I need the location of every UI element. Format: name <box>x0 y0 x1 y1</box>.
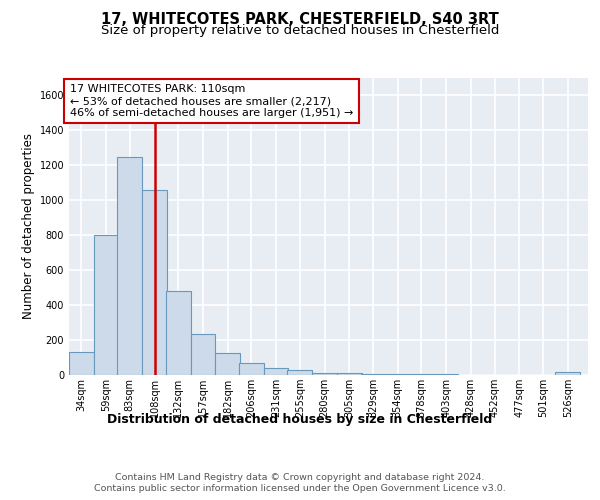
Bar <box>409 374 434 375</box>
Bar <box>142 190 167 375</box>
Text: Contains public sector information licensed under the Open Government Licence v3: Contains public sector information licen… <box>94 484 506 493</box>
Bar <box>312 372 337 375</box>
Y-axis label: Number of detached properties: Number of detached properties <box>22 133 35 320</box>
Bar <box>94 235 118 375</box>
Bar <box>361 374 385 375</box>
Text: Size of property relative to detached houses in Chesterfield: Size of property relative to detached ho… <box>101 24 499 37</box>
Bar <box>385 374 410 375</box>
Bar <box>434 374 458 375</box>
Bar <box>69 352 94 375</box>
Bar <box>337 373 362 375</box>
Bar <box>287 370 312 375</box>
Bar <box>556 372 580 375</box>
Bar <box>264 368 289 375</box>
Text: 17 WHITECOTES PARK: 110sqm
← 53% of detached houses are smaller (2,217)
46% of s: 17 WHITECOTES PARK: 110sqm ← 53% of deta… <box>70 84 353 117</box>
Bar <box>166 291 191 375</box>
Bar <box>239 363 264 375</box>
Text: Distribution of detached houses by size in Chesterfield: Distribution of detached houses by size … <box>107 412 493 426</box>
Bar <box>215 353 240 375</box>
Text: 17, WHITECOTES PARK, CHESTERFIELD, S40 3RT: 17, WHITECOTES PARK, CHESTERFIELD, S40 3… <box>101 12 499 28</box>
Text: Contains HM Land Registry data © Crown copyright and database right 2024.: Contains HM Land Registry data © Crown c… <box>115 472 485 482</box>
Bar <box>191 334 215 375</box>
Bar <box>118 157 142 375</box>
